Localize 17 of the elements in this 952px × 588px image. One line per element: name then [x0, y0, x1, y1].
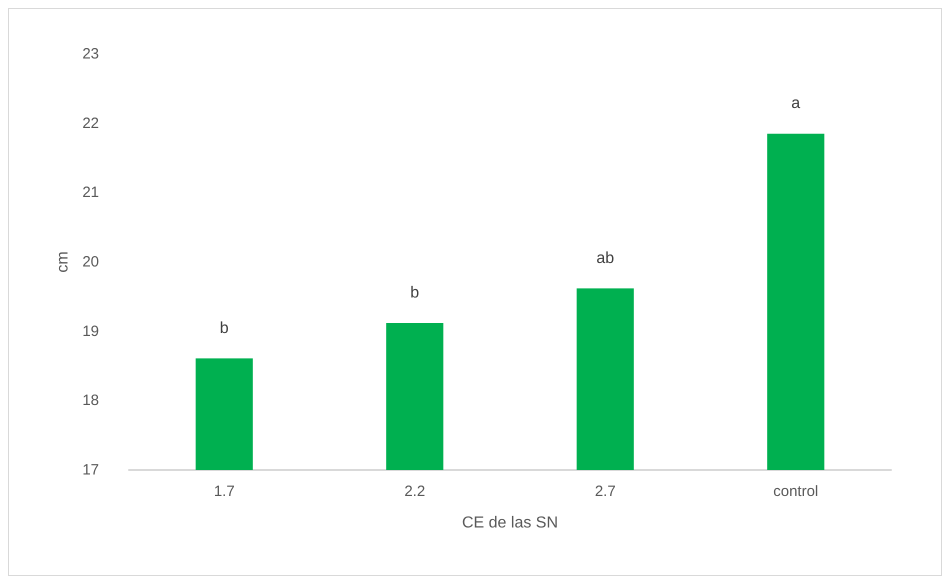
y-tick-label: 22 — [82, 114, 99, 132]
x-axis-title: CE de las SN — [462, 514, 558, 532]
annotation: b — [220, 320, 229, 337]
y-axis-title: cm — [54, 251, 72, 273]
y-tick-label: 23 — [82, 46, 99, 62]
y-tick-label: 20 — [82, 254, 99, 270]
y-tick-label: 21 — [82, 184, 99, 202]
annotation: b — [410, 284, 420, 302]
x-tick-label: 1.7 — [214, 483, 235, 500]
x-tick-label: 2.7 — [594, 483, 616, 500]
x-tick-label: 2.2 — [404, 483, 426, 500]
y-tick-label: 18 — [82, 392, 99, 410]
annotation: ab — [596, 250, 614, 267]
y-tick-label: 19 — [82, 322, 99, 340]
x-tick-label: control — [773, 483, 818, 500]
y-tick-label: 17 — [82, 462, 99, 478]
annotation: a — [791, 95, 800, 112]
